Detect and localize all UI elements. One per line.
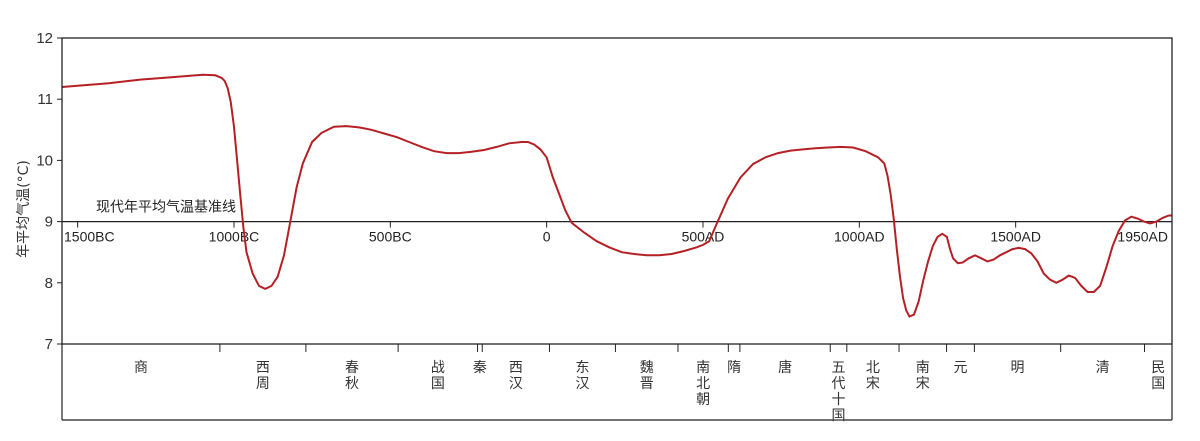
- x-tick-label: 500BC: [369, 229, 412, 245]
- dynasty-label: 清: [1096, 360, 1110, 376]
- x-tick-label: 1000BC: [209, 229, 260, 245]
- y-tick-label: 9: [45, 214, 53, 231]
- dynasty-label: 北宋: [866, 360, 880, 392]
- dynasty-label: 西汉: [509, 360, 523, 392]
- dynasty-label: 唐: [778, 359, 792, 376]
- dynasty-label: 春秋: [345, 360, 359, 392]
- dynasty-label: 南北朝: [696, 360, 710, 408]
- y-axis-ticks: 7 8 9 10 11 12: [36, 30, 62, 353]
- y-axis-label: 年平均气温(°C): [16, 160, 32, 258]
- dynasty-label: 南宋: [916, 360, 930, 392]
- dynasty-label: 东汉: [575, 360, 589, 392]
- x-tick-label: 500AD: [682, 229, 725, 245]
- dynasty-axis: 商 西周 春秋 战国 秦 西汉 东汉 魏晋 南北朝 隋 唐 五代十国 北宋 南宋 元 明 清 民国: [61, 344, 1173, 424]
- temperature-line: [61, 73, 1172, 318]
- dynasty-label: 商: [134, 360, 148, 376]
- dynasty-label: 隋: [727, 360, 741, 376]
- plot-frame: [61, 37, 1173, 345]
- x-tick-label: 1500BC: [64, 229, 115, 245]
- x-tick-label: 1000AD: [834, 229, 885, 245]
- dynasty-label: 明: [1011, 360, 1025, 376]
- dynasty-label: 西周: [256, 360, 270, 392]
- y-tick-label: 10: [36, 152, 53, 169]
- x-axis-ticks: 1500BC 1000BC 500BC 0 500AD 1000AD 1500AD 1950A…: [64, 221, 1168, 245]
- baseline-label: 现代年平均气温基准线: [96, 199, 236, 216]
- dynasty-label: 秦: [473, 360, 487, 376]
- dynasty-label: 元: [953, 360, 967, 376]
- y-tick-label: 7: [45, 336, 53, 353]
- dynasty-label: 战国: [431, 360, 445, 392]
- y-tick-label: 8: [45, 275, 53, 292]
- dynasty-label: 五代十国: [832, 360, 846, 424]
- x-tick-label: 1950AD: [1117, 229, 1168, 245]
- dynasty-label: 民国: [1151, 360, 1165, 392]
- y-tick-label: 12: [36, 30, 53, 47]
- dynasty-label: 魏晋: [640, 360, 654, 392]
- x-tick-label: 1500AD: [990, 229, 1041, 245]
- x-tick-label: 0: [543, 229, 551, 245]
- y-tick-label: 11: [37, 91, 53, 108]
